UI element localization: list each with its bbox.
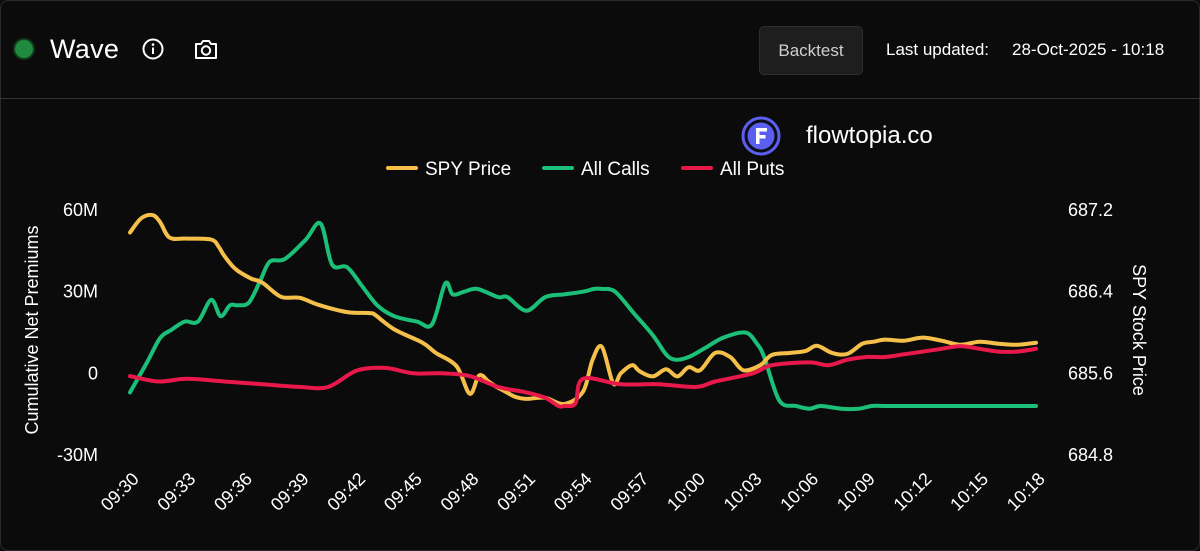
legend-label: All Calls [581,159,650,180]
x-axis-tick: 09:30 [97,469,143,515]
left-axis-tick: -30M [57,445,98,465]
legend-label: All Puts [720,159,784,180]
x-axis-tick: 10:03 [720,469,766,515]
x-axis-tick: 10:09 [833,469,879,515]
legend-label: SPY Price [425,159,511,180]
x-axis-tick: 10:00 [663,469,709,515]
brand-name: flowtopia.co [806,122,933,149]
x-axis-tick: 09:45 [380,469,426,515]
x-axis-tick: 09:54 [550,469,596,515]
left-axis-tick: 60M [63,200,98,220]
page-title: Wave [50,34,120,64]
x-axis-tick: 10:18 [1003,469,1049,515]
left-axis-tick: 0 [88,363,98,383]
x-axis-tick: 09:57 [606,469,652,515]
info-icon[interactable] [142,38,164,60]
x-axis-tick: 10:15 [946,469,992,515]
series-line-all-puts [128,344,1038,409]
series-line-all-calls [128,220,1038,412]
backtest-button[interactable]: Backtest [759,26,863,75]
left-axis-tick: 30M [63,282,98,302]
x-axis-tick: 09:36 [210,469,256,515]
right-axis-tick: 686.4 [1068,282,1113,302]
series-line-spy-price [128,212,1038,407]
left-axis-title: Cumulative Net Premiums [22,225,42,434]
right-axis-title: SPY Stock Price [1129,264,1149,396]
right-axis-tick: 685.6 [1068,363,1113,383]
header-bar: Wave Backtest Last updated: 28-Oct-2025 … [0,0,1200,99]
line-chart: 60M 30M 0 -30M 687.2 686.4 685.6 684.8 Cumulativ… [22,159,1149,515]
x-axis-tick: 09:51 [493,469,539,515]
camera-icon[interactable] [193,37,219,61]
x-axis-tick: 09:48 [437,469,483,515]
flowtopia-logo-icon [741,116,781,156]
x-axis-tick: 10:12 [890,469,936,515]
last-updated-value: 28-Oct-2025 - 10:18 [1012,40,1165,59]
right-axis-tick: 687.2 [1068,200,1113,220]
x-axis-tick: 09:42 [323,469,369,515]
status-dot [15,40,33,58]
x-axis-tick: 09:33 [153,469,199,515]
x-axis-tick: 10:06 [776,469,822,515]
right-axis-tick: 684.8 [1068,445,1113,465]
last-updated-label: Last updated: [886,40,990,59]
x-axis-tick: 09:39 [267,469,313,515]
